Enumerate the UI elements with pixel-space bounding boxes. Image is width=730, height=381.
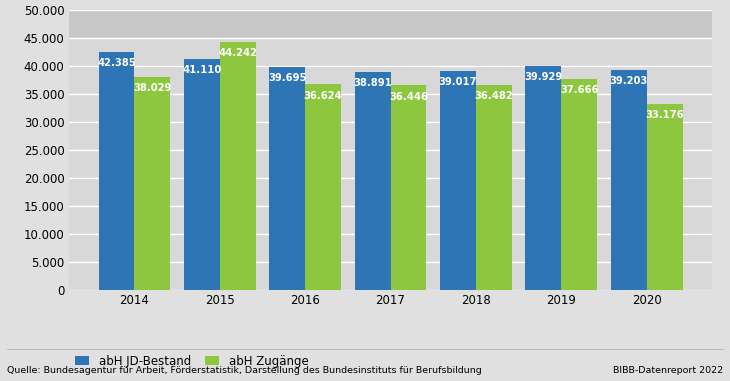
Text: 38.891: 38.891: [353, 78, 392, 88]
Text: 39.929: 39.929: [524, 72, 563, 82]
Bar: [647, 104, 683, 290]
Text: 36.482: 36.482: [474, 91, 513, 101]
Bar: [99, 52, 134, 290]
Text: 38.029: 38.029: [133, 83, 172, 93]
Bar: [476, 85, 512, 290]
Text: 39.203: 39.203: [610, 76, 648, 86]
Text: BIBB-Datenreport 2022: BIBB-Datenreport 2022: [612, 366, 723, 375]
Bar: [440, 71, 476, 290]
Bar: [391, 85, 426, 290]
Text: 41.110: 41.110: [182, 66, 221, 75]
Text: 39.695: 39.695: [268, 74, 307, 83]
Bar: [69, 10, 712, 38]
Bar: [526, 66, 561, 290]
Bar: [611, 70, 647, 290]
Bar: [305, 85, 341, 290]
Text: 33.176: 33.176: [645, 110, 684, 120]
Text: 42.385: 42.385: [97, 58, 136, 68]
Text: 37.666: 37.666: [560, 85, 599, 95]
Bar: [269, 67, 305, 290]
Text: 39.017: 39.017: [439, 77, 477, 87]
Bar: [184, 59, 220, 290]
Text: 36.446: 36.446: [389, 91, 428, 102]
Text: 36.624: 36.624: [304, 91, 342, 101]
Bar: [220, 42, 255, 290]
Bar: [355, 72, 391, 290]
Bar: [134, 77, 170, 290]
Text: 44.242: 44.242: [218, 48, 257, 58]
Bar: [561, 78, 597, 290]
Legend: abH JD-Bestand, abH Zugänge: abH JD-Bestand, abH Zugänge: [75, 355, 309, 368]
Text: Quelle: Bundesagentur für Arbeit, Förderstatistik, Darstellung des Bundesinstitu: Quelle: Bundesagentur für Arbeit, Förder…: [7, 366, 482, 375]
